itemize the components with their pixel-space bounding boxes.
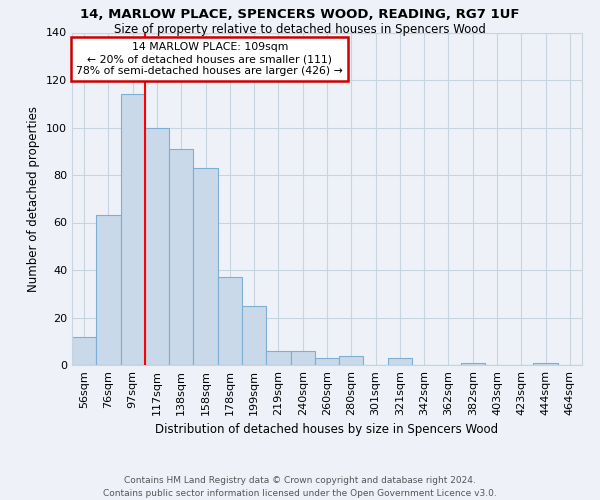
Text: 14, MARLOW PLACE, SPENCERS WOOD, READING, RG7 1UF: 14, MARLOW PLACE, SPENCERS WOOD, READING… bbox=[80, 8, 520, 20]
Bar bbox=[266, 351, 290, 365]
Bar bbox=[388, 358, 412, 365]
Text: 14 MARLOW PLACE: 109sqm
← 20% of detached houses are smaller (111)
78% of semi-d: 14 MARLOW PLACE: 109sqm ← 20% of detache… bbox=[76, 42, 343, 76]
Bar bbox=[72, 336, 96, 365]
Bar bbox=[461, 362, 485, 365]
Bar bbox=[315, 358, 339, 365]
Bar bbox=[242, 306, 266, 365]
Bar bbox=[121, 94, 145, 365]
Bar bbox=[96, 216, 121, 365]
X-axis label: Distribution of detached houses by size in Spencers Wood: Distribution of detached houses by size … bbox=[155, 424, 499, 436]
Bar bbox=[145, 128, 169, 365]
Bar bbox=[169, 149, 193, 365]
Y-axis label: Number of detached properties: Number of detached properties bbox=[28, 106, 40, 292]
Bar bbox=[339, 356, 364, 365]
Text: Size of property relative to detached houses in Spencers Wood: Size of property relative to detached ho… bbox=[114, 22, 486, 36]
Bar bbox=[290, 351, 315, 365]
Text: Contains HM Land Registry data © Crown copyright and database right 2024.
Contai: Contains HM Land Registry data © Crown c… bbox=[103, 476, 497, 498]
Bar bbox=[218, 277, 242, 365]
Bar bbox=[193, 168, 218, 365]
Bar bbox=[533, 362, 558, 365]
